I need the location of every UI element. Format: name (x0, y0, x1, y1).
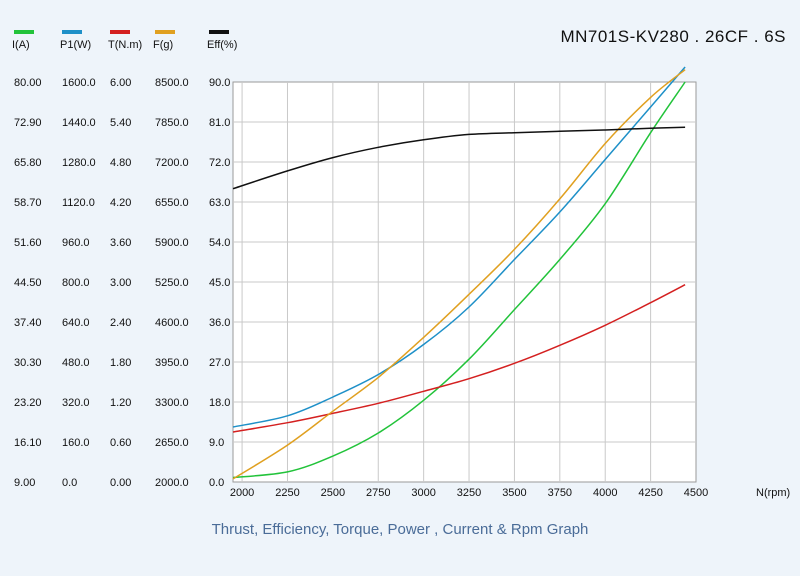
series-line (232, 284, 686, 433)
y-tick-label: 1120.0 (62, 197, 95, 209)
legend-swatch (155, 30, 175, 34)
legend-label: P1(W) (60, 39, 91, 51)
y-tick-label: 5.40 (110, 117, 131, 129)
y-tick-label: 0.60 (110, 437, 131, 449)
y-tick-label: 1280.0 (62, 157, 96, 169)
y-tick-label: 3.00 (110, 277, 131, 289)
x-tick-label: 2500 (321, 487, 345, 499)
y-tick-label: 63.0 (209, 197, 230, 209)
y-tick-label: 4.20 (110, 197, 131, 209)
y-tick-label: 81.0 (209, 117, 230, 129)
y-tick-label: 3300.0 (155, 397, 189, 409)
y-tick-label: 4600.0 (155, 317, 189, 329)
y-tick-label: 72.90 (14, 117, 42, 129)
x-axis-ticks: 2000 2250 2500 2750 3000 3250 3500 3750 4000 4250… (230, 487, 708, 499)
x-tick-label: 3750 (548, 487, 572, 499)
y-tick-label: 5900.0 (155, 237, 189, 249)
y-tick-label: 8500.0 (155, 77, 189, 89)
y-tick-label: 27.0 (209, 357, 230, 369)
y-tick-label: 2000.0 (155, 477, 189, 489)
model-title: MN701S-KV280 . 26CF . 6S (560, 27, 786, 46)
legend-swatch (110, 30, 130, 34)
legend-label: F(g) (153, 39, 173, 51)
series-line (232, 66, 686, 428)
y-tick-label: 1.80 (110, 357, 131, 369)
y-tick-label: 2650.0 (155, 437, 189, 449)
y-tick-label: 44.50 (14, 277, 42, 289)
y-tick-label: 160.0 (62, 437, 90, 449)
y-tick-label: 36.0 (209, 317, 230, 329)
y-tick-label: 480.0 (62, 357, 90, 369)
series-line (232, 81, 686, 479)
legend-label: Eff(%) (207, 39, 237, 51)
legend-swatch (209, 30, 229, 34)
y-tick-label: 640.0 (62, 317, 90, 329)
series-line (232, 69, 686, 480)
y-tick-label: 800.0 (62, 277, 90, 289)
y-tick-label: 6550.0 (155, 197, 189, 209)
y-tick-label: 6.00 (110, 77, 131, 89)
y-tick-label: 90.0 (209, 77, 230, 89)
y-tick-label: 51.60 (14, 237, 42, 249)
y-tick-label: 7850.0 (155, 117, 189, 129)
legend-swatch (14, 30, 34, 34)
y-tick-label: 58.70 (14, 197, 42, 209)
y-tick-label: 4.80 (110, 157, 131, 169)
y-axis-ticks: 9.00 16.10 23.20 30.30 37.40 44.50 51.60 58.70 6… (14, 77, 230, 489)
y-tick-label: 54.0 (209, 237, 230, 249)
y-tick-label: 0.0 (209, 477, 224, 489)
legend: I(A) P1(W) T(N.m) F(g) Eff(%) (12, 30, 237, 51)
y-tick-label: 9.00 (14, 477, 35, 489)
y-tick-label: 0.0 (62, 477, 77, 489)
y-tick-label: 1.20 (110, 397, 131, 409)
y-tick-label: 7200.0 (155, 157, 189, 169)
y-tick-label: 18.0 (209, 397, 230, 409)
y-tick-label: 320.0 (62, 397, 90, 409)
x-tick-label: 2750 (366, 487, 390, 499)
x-tick-label: 3500 (502, 487, 526, 499)
grid-lines (233, 82, 696, 482)
legend-swatch (62, 30, 82, 34)
y-tick-label: 3.60 (110, 237, 131, 249)
x-tick-label: 4000 (593, 487, 617, 499)
y-tick-label: 0.00 (110, 477, 131, 489)
x-tick-label: 3000 (411, 487, 435, 499)
x-tick-label: 2000 (230, 487, 254, 499)
x-tick-label: 3250 (457, 487, 481, 499)
y-tick-label: 2.40 (110, 317, 131, 329)
y-tick-label: 1600.0 (62, 77, 96, 89)
chart-caption: Thrust, Efficiency, Torque, Power , Curr… (212, 521, 589, 538)
y-tick-label: 1440.0 (62, 117, 96, 129)
curves (232, 66, 686, 480)
legend-label: I(A) (12, 39, 30, 51)
y-tick-label: 80.00 (14, 77, 42, 89)
series-line (232, 126, 686, 190)
y-tick-label: 960.0 (62, 237, 90, 249)
x-tick-label: 4500 (684, 487, 708, 499)
x-axis-label: N(rpm) (756, 487, 790, 499)
y-tick-label: 30.30 (14, 357, 42, 369)
y-tick-label: 16.10 (14, 437, 42, 449)
y-tick-label: 37.40 (14, 317, 42, 329)
y-tick-label: 65.80 (14, 157, 42, 169)
y-tick-label: 23.20 (14, 397, 42, 409)
y-tick-label: 3950.0 (155, 357, 189, 369)
y-tick-label: 45.0 (209, 277, 230, 289)
legend-label: T(N.m) (108, 39, 142, 51)
y-tick-label: 9.0 (209, 437, 224, 449)
x-tick-label: 4250 (638, 487, 662, 499)
x-tick-label: 2250 (275, 487, 299, 499)
y-tick-label: 72.0 (209, 157, 230, 169)
y-tick-label: 5250.0 (155, 277, 189, 289)
